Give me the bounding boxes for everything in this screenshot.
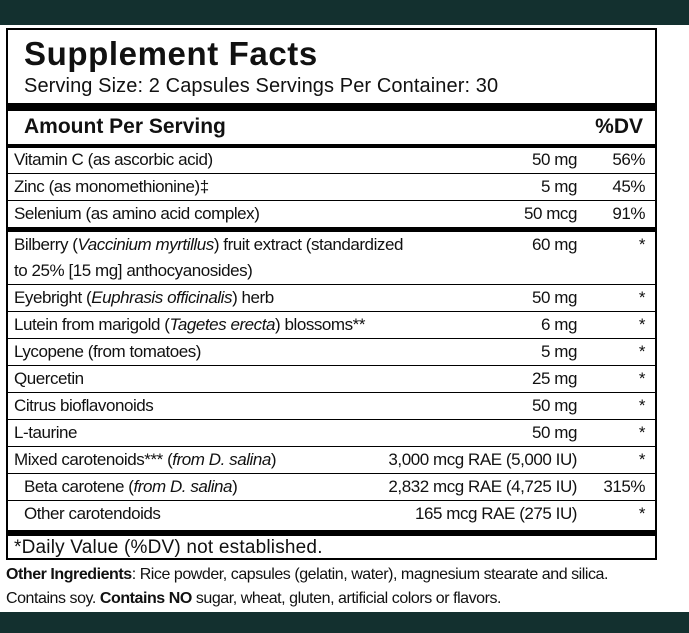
medium-rule <box>8 144 655 148</box>
amount: 3,000 mcg RAE (5,000 IU) <box>388 450 577 469</box>
daily-value: 56% <box>612 150 645 169</box>
amount: 25 mg <box>532 369 577 388</box>
thick-rule <box>8 103 655 111</box>
daily-value: * <box>638 235 646 254</box>
nutrient-name: Lycopene (from tomatoes) <box>8 339 529 365</box>
name-part: Lycopene (from tomatoes) <box>14 342 201 361</box>
daily-value: * <box>638 315 646 334</box>
name-part: from D. salina <box>172 450 271 469</box>
amount: 50 mcg <box>523 204 578 223</box>
nutrient-name: Citrus bioflavonoids <box>8 393 520 419</box>
nutrient-row: Eyebright (Euphrasis officinalis) herb 50… <box>8 285 655 312</box>
nutrient-name: Zinc (as monomethionine)‡ <box>8 174 529 200</box>
nutrient-name: Selenium (as amino acid complex) <box>8 201 512 227</box>
nutrient-row: Quercetin 25 mg * <box>8 366 655 393</box>
name-part: from D. salina <box>133 477 233 496</box>
name-part: Mixed carotenoids*** ( <box>14 450 173 469</box>
name-part: Other carotendoids <box>24 504 161 523</box>
name-part: Beta carotene ( <box>24 477 134 496</box>
name-part: ) <box>270 450 277 469</box>
amount: 50 mg <box>532 288 577 307</box>
facts-box: Supplement Facts Serving Size: 2 Capsule… <box>6 28 657 560</box>
amount: 165 mcg RAE (275 IU) <box>414 504 577 523</box>
name-part: Selenium (as amino acid complex) <box>14 204 260 223</box>
daily-value: * <box>638 504 646 523</box>
daily-value: * <box>638 288 646 307</box>
nutrient-row: Lycopene (from tomatoes) 5 mg * <box>8 339 655 366</box>
daily-value: 91% <box>612 204 645 223</box>
amount: 2,832 mcg RAE (4,725 IU) <box>388 477 577 496</box>
ingredient-text: sugar, wheat, gluten, artificial colors … <box>191 590 502 607</box>
amount: 5 mg <box>541 177 577 196</box>
ingredient-text: : Rice powder, capsules (gelatin, water)… <box>6 566 608 607</box>
nutrient-row: Selenium (as amino acid complex) 50 mcg 91… <box>8 201 655 228</box>
thick-rule <box>8 530 655 536</box>
row-group: Vitamin C (as ascorbic acid) 50 mg 56% Zinc… <box>8 147 655 228</box>
amount: 50 mg <box>532 423 577 442</box>
nutrient-name: Bilberry (Vaccinium myrtillus) fruit ext… <box>8 232 520 284</box>
ingredient-text: Contains NO <box>99 590 192 607</box>
name-part: Lutein from marigold ( <box>14 315 170 334</box>
amount: 50 mg <box>532 396 577 415</box>
nutrient-name: Vitamin C (as ascorbic acid) <box>8 147 520 173</box>
name-part: Vitamin C (as ascorbic acid) <box>14 150 213 169</box>
footnote: *Daily Value (%DV) not established. <box>14 537 323 558</box>
row-group: Bilberry (Vaccinium myrtillus) fruit ext… <box>8 228 655 527</box>
nutrient-name: Mixed carotenoids*** (from D. salina) <box>8 447 376 473</box>
nutrient-name: Eyebright (Euphrasis officinalis) herb <box>8 285 520 311</box>
amount-header: Amount Per Serving <box>24 115 226 138</box>
nutrient-name: Lutein from marigold (Tagetes erecta) bl… <box>8 312 529 338</box>
daily-value: * <box>638 342 646 361</box>
serving-info: Serving Size: 2 Capsules Servings Per Co… <box>24 75 499 97</box>
amount: 5 mg <box>541 342 577 361</box>
nutrient-row: Other carotendoids 165 mcg RAE (275 IU) * <box>8 501 655 527</box>
dv-header: %DV <box>595 115 643 138</box>
name-part: ) fruit extract (standardized <box>213 235 404 254</box>
daily-value: 315% <box>603 477 645 496</box>
rows: Vitamin C (as ascorbic acid) 50 mg 56% Zinc… <box>8 147 655 527</box>
name-part: Vaccinium myrtillus <box>77 235 215 254</box>
nutrient-row: Mixed carotenoids*** (from D. salina) 3,0… <box>8 447 655 474</box>
amount: 60 mg <box>532 235 577 254</box>
nutrient-row: L-taurine 50 mg * <box>8 420 655 447</box>
name-part: Euphrasis officinalis <box>91 288 233 307</box>
name-part: Citrus bioflavonoids <box>14 396 154 415</box>
column-header: Amount Per Serving %DV <box>24 110 643 144</box>
nutrient-row: Zinc (as monomethionine)‡ 5 mg 45% <box>8 174 655 201</box>
name-part: L-taurine <box>14 423 78 442</box>
nutrient-row: Citrus bioflavonoids 50 mg * <box>8 393 655 420</box>
daily-value: * <box>638 369 646 388</box>
name-part: ) blossoms** <box>275 315 366 334</box>
daily-value: * <box>638 450 646 469</box>
title: Supplement Facts <box>24 35 318 72</box>
name-part: to 25% [15 mg] anthocyanosides) <box>14 261 253 280</box>
nutrient-row: Bilberry (Vaccinium myrtillus) fruit ext… <box>8 232 655 285</box>
nutrient-row: Beta carotene (from D. salina) 2,832 mcg … <box>8 474 655 501</box>
ingredient-text: Other Ingredients <box>6 566 132 583</box>
nutrient-name: Quercetin <box>8 366 520 392</box>
panel: Supplement Facts Serving Size: 2 Capsule… <box>0 25 689 612</box>
name-part: Bilberry ( <box>14 235 78 254</box>
daily-value: 45% <box>612 177 645 196</box>
nutrient-row: Lutein from marigold (Tagetes erecta) bl… <box>8 312 655 339</box>
nutrient-name: L-taurine <box>8 420 520 446</box>
name-part: ) herb <box>232 288 274 307</box>
name-part: ) <box>232 477 238 496</box>
name-part: Quercetin <box>14 369 84 388</box>
nutrient-name: Other carotendoids <box>8 501 403 527</box>
name-part: Tagetes erecta <box>169 315 275 334</box>
amount: 6 mg <box>541 315 577 334</box>
name-part: Eyebright ( <box>14 288 92 307</box>
daily-value: * <box>638 423 646 442</box>
nutrient-name: Beta carotene (from D. salina) <box>8 474 376 500</box>
nutrient-row: Vitamin C (as ascorbic acid) 50 mg 56% <box>8 147 655 174</box>
other-ingredients: Other Ingredients: Rice powder, capsules… <box>6 563 656 611</box>
daily-value: * <box>638 396 646 415</box>
amount: 50 mg <box>532 150 577 169</box>
name-part: Zinc (as monomethionine)‡ <box>14 177 209 196</box>
